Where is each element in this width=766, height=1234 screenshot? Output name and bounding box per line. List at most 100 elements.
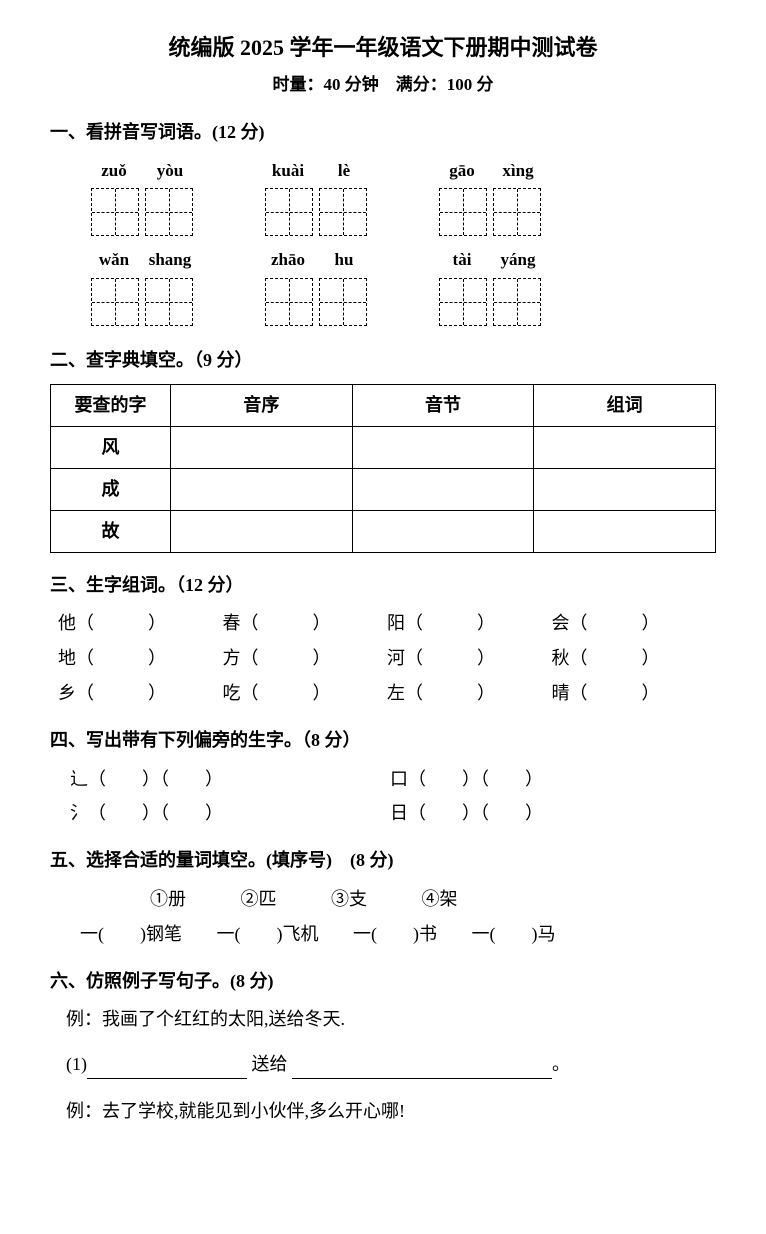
fill-label: (1) (66, 1054, 87, 1074)
radical-item[interactable]: 口（ ）（ ） (390, 765, 710, 794)
example-2: 例：去了学校,就能见到小伙伴,多么开心哪! (66, 1097, 716, 1126)
measure-fill-item[interactable]: 一( )飞机 (217, 924, 319, 944)
pinyin-section: zuǒ yòu kuài lè gāo xìng (50, 157, 716, 325)
measure-option: ①册 (150, 889, 186, 909)
tian-box[interactable] (439, 188, 487, 236)
word-item[interactable]: 阳（ ） (387, 609, 552, 638)
table-row: 成 (51, 468, 716, 510)
word-item[interactable]: 方（ ） (223, 644, 388, 673)
pinyin-group: kuài lè (264, 157, 368, 236)
table-cell[interactable] (352, 510, 534, 552)
table-cell[interactable] (534, 468, 716, 510)
pinyin-label: gāo (438, 157, 486, 184)
pinyin-label: tài (438, 246, 486, 273)
tian-box[interactable] (265, 278, 313, 326)
section2-heading: 二、查字典填空。（9 分） (50, 346, 716, 375)
measure-fill-item[interactable]: 一( )马 (472, 924, 556, 944)
measure-fill-item[interactable]: 一( )钢笔 (80, 924, 182, 944)
word-item[interactable]: 会（ ） (552, 609, 717, 638)
exam-title: 统编版 2025 学年一年级语文下册期中测试卷 (50, 30, 716, 65)
pinyin-row-2: wǎn shang zhāo hu tài yáng (90, 246, 716, 325)
table-header: 要查的字 (51, 385, 171, 427)
tian-box[interactable] (145, 278, 193, 326)
pinyin-label: zhāo (264, 246, 312, 273)
radical-item[interactable]: 日（ ）（ ） (390, 799, 710, 828)
blank-underline[interactable] (292, 1061, 552, 1079)
radical-section: 辶（ ）（ ） 口（ ）（ ） 氵（ ）（ ） 日（ ）（ ） (50, 765, 716, 829)
table-header: 组词 (534, 385, 716, 427)
tian-box[interactable] (265, 188, 313, 236)
pinyin-label: kuài (264, 157, 312, 184)
word-item[interactable]: 他（ ） (58, 609, 223, 638)
table-cell[interactable] (171, 468, 353, 510)
pinyin-label: zuǒ (90, 157, 138, 184)
table-cell: 风 (51, 427, 171, 469)
example-1: 例：我画了个红红的太阳,送给冬天. (66, 1005, 716, 1034)
table-header: 音序 (171, 385, 353, 427)
pinyin-label: xìng (494, 157, 542, 184)
word-item[interactable]: 河（ ） (387, 644, 552, 673)
fill-mid-text: 送给 (252, 1054, 288, 1074)
tian-box[interactable] (493, 278, 541, 326)
table-header: 音节 (352, 385, 534, 427)
tian-box[interactable] (493, 188, 541, 236)
measure-option: ③支 (331, 889, 367, 909)
radical-row: 氵（ ）（ ） 日（ ）（ ） (70, 799, 716, 828)
dictionary-table: 要查的字 音序 音节 组词 风 成 故 (50, 384, 716, 552)
measure-option: ②匹 (241, 889, 277, 909)
measure-fill-item[interactable]: 一( )书 (353, 924, 437, 944)
pinyin-group: tài yáng (438, 246, 542, 325)
pinyin-label: yòu (146, 157, 194, 184)
radical-item[interactable]: 氵（ ）（ ） (70, 799, 390, 828)
table-cell[interactable] (352, 468, 534, 510)
pinyin-label: yáng (494, 246, 542, 273)
table-cell: 故 (51, 510, 171, 552)
word-item[interactable]: 晴（ ） (552, 679, 717, 708)
blank-underline[interactable] (87, 1061, 247, 1079)
word-row: 他（ ） 春（ ） 阳（ ） 会（ ） (58, 609, 716, 638)
table-cell[interactable] (171, 510, 353, 552)
measure-option: ④架 (422, 889, 458, 909)
measure-fill-row: 一( )钢笔 一( )飞机 一( )书 一( )马 (80, 920, 716, 949)
word-item[interactable]: 春（ ） (223, 609, 388, 638)
tian-box[interactable] (319, 278, 367, 326)
tian-box[interactable] (145, 188, 193, 236)
word-item[interactable]: 吃（ ） (223, 679, 388, 708)
pinyin-group: gāo xìng (438, 157, 542, 236)
word-item[interactable]: 乡（ ） (58, 679, 223, 708)
pinyin-label: hu (320, 246, 368, 273)
section1-heading: 一、看拼音写词语。(12 分) (50, 118, 716, 147)
tian-box[interactable] (91, 188, 139, 236)
section4-heading: 四、写出带有下列偏旁的生字。（8 分） (50, 726, 716, 755)
word-building-section: 他（ ） 春（ ） 阳（ ） 会（ ） 地（ ） 方（ ） 河（ ） 秋（ ） … (50, 609, 716, 707)
fill-line-1[interactable]: (1) 送给 。 (66, 1050, 716, 1079)
pinyin-group: wǎn shang (90, 246, 194, 325)
table-cell[interactable] (171, 427, 353, 469)
exam-subtitle: 时量：40 分钟 满分：100 分 (50, 71, 716, 98)
word-item[interactable]: 秋（ ） (552, 644, 717, 673)
pinyin-label: lè (320, 157, 368, 184)
word-row: 地（ ） 方（ ） 河（ ） 秋（ ） (58, 644, 716, 673)
pinyin-group: zhāo hu (264, 246, 368, 325)
tian-box[interactable] (319, 188, 367, 236)
table-row: 风 (51, 427, 716, 469)
table-cell: 成 (51, 468, 171, 510)
pinyin-row-1: zuǒ yòu kuài lè gāo xìng (90, 157, 716, 236)
section3-heading: 三、生字组词。（12 分） (50, 571, 716, 600)
pinyin-label: shang (146, 246, 194, 273)
tian-box[interactable] (91, 278, 139, 326)
word-item[interactable]: 地（ ） (58, 644, 223, 673)
measure-options: ①册 ②匹 ③支 ④架 (150, 885, 716, 914)
pinyin-group: zuǒ yòu (90, 157, 194, 236)
table-cell[interactable] (352, 427, 534, 469)
table-cell[interactable] (534, 510, 716, 552)
tian-box[interactable] (439, 278, 487, 326)
pinyin-label: wǎn (90, 246, 138, 273)
table-cell[interactable] (534, 427, 716, 469)
radical-item[interactable]: 辶（ ）（ ） (70, 765, 390, 794)
section6-heading: 六、仿照例子写句子。(8 分) (50, 967, 716, 996)
word-item[interactable]: 左（ ） (387, 679, 552, 708)
section5-heading: 五、选择合适的量词填空。(填序号) (8 分) (50, 846, 716, 875)
table-row: 故 (51, 510, 716, 552)
word-row: 乡（ ） 吃（ ） 左（ ） 晴（ ） (58, 679, 716, 708)
